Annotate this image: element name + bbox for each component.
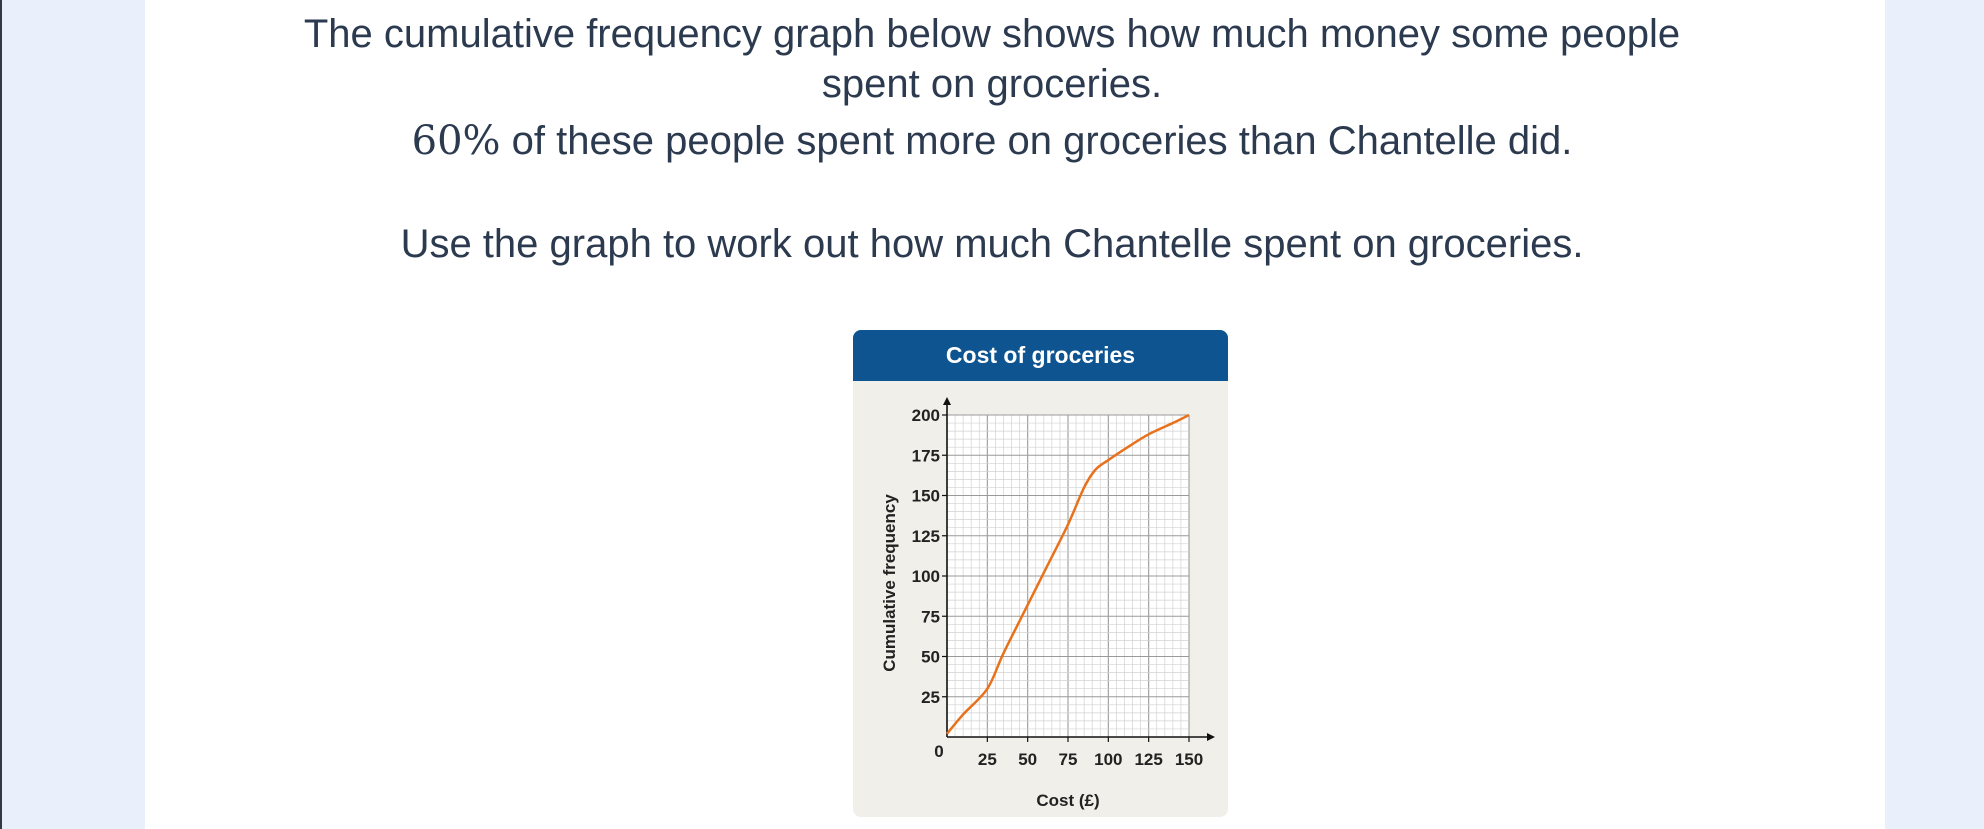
x-axis-arrow-icon bbox=[1207, 733, 1215, 741]
chart-card: Cost of groceries 0 25 50 75 100 125 150 25 50 75… bbox=[853, 330, 1228, 817]
y-tick-label: 25 bbox=[921, 688, 940, 707]
cumulative-frequency-chart: 0 25 50 75 100 125 150 25 50 75 100 125 150 175 200 Co… bbox=[880, 397, 1215, 810]
question-line-3: 60% of these people spent more on grocer… bbox=[0, 118, 1984, 164]
x-tick-label: 100 bbox=[1094, 750, 1122, 769]
x-tick-label: 125 bbox=[1134, 750, 1162, 769]
y-tick-label: 50 bbox=[921, 648, 940, 667]
y-axis-label: Cumulative frequency bbox=[880, 494, 899, 672]
y-tick-label: 175 bbox=[912, 446, 940, 465]
x-tick-label: 75 bbox=[1059, 750, 1078, 769]
question-line-4: Use the graph to work out how much Chant… bbox=[400, 222, 1584, 266]
question-line-3-text: of these people spent more on groceries … bbox=[500, 119, 1573, 163]
x-tick-label: 150 bbox=[1175, 750, 1203, 769]
cumulative-frequency-curve bbox=[946, 413, 1190, 735]
x-tick-label: 0 bbox=[934, 742, 943, 761]
y-tick-label: 200 bbox=[912, 406, 940, 425]
x-tick-label: 50 bbox=[1018, 750, 1037, 769]
chart-title: Cost of groceries bbox=[853, 330, 1228, 381]
question-line-2: spent on groceries. bbox=[821, 62, 1163, 106]
y-axis-arrow-icon bbox=[943, 397, 951, 405]
x-axis-label: Cost (£) bbox=[1036, 791, 1099, 810]
question-line-1: The cumulative frequency graph below sho… bbox=[303, 12, 1681, 56]
window-edge bbox=[0, 0, 2, 829]
percent-value: 60% bbox=[411, 118, 501, 164]
y-tick-label: 75 bbox=[921, 607, 940, 626]
y-tick-label: 100 bbox=[912, 567, 940, 586]
y-tick-label: 125 bbox=[912, 527, 940, 546]
y-tick-label: 150 bbox=[912, 487, 940, 506]
x-tick-label: 25 bbox=[978, 750, 997, 769]
